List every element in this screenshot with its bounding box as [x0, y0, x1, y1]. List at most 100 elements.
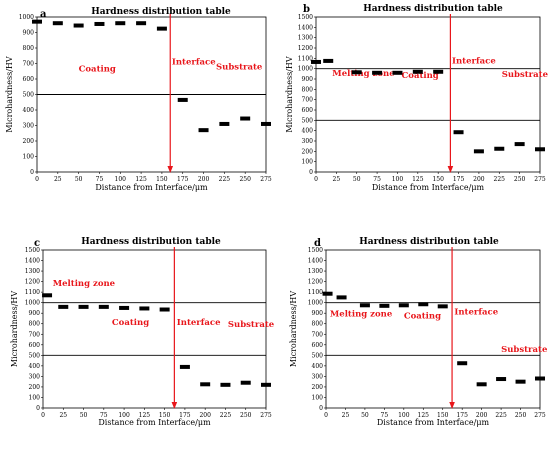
- y-tick-label: 800: [29, 321, 41, 328]
- x-tick-label: 275: [260, 176, 272, 183]
- y-tick-label: 1200: [25, 279, 40, 286]
- y-tick-label: 700: [29, 331, 41, 338]
- region-annotation: Coating: [79, 64, 116, 74]
- y-tick-label: 200: [23, 138, 35, 145]
- data-point: [476, 382, 487, 387]
- data-point: [496, 377, 507, 382]
- data-point: [177, 97, 188, 102]
- region-annotation: Substrate: [228, 320, 275, 330]
- data-point: [32, 19, 42, 24]
- panel-letter: d: [314, 238, 321, 249]
- y-tick-label: 500: [302, 117, 314, 124]
- data-point: [119, 305, 130, 310]
- y-axis-label: Microhardness/HV: [10, 291, 19, 368]
- data-point: [73, 23, 84, 28]
- x-tick-label: 225: [219, 176, 231, 183]
- data-point: [433, 69, 444, 74]
- data-point: [372, 70, 383, 75]
- data-point: [240, 380, 251, 385]
- y-tick-label: 200: [302, 148, 314, 155]
- x-tick-label: 175: [177, 176, 189, 183]
- y-tick-label: 500: [312, 352, 324, 359]
- x-tick-label: 175: [456, 412, 468, 419]
- x-tick-label: 0: [35, 176, 39, 183]
- data-point: [52, 21, 63, 26]
- x-tick-label: 275: [534, 176, 546, 183]
- region-annotation: Melting zone: [330, 309, 393, 319]
- x-tick-label: 25: [333, 176, 341, 183]
- x-tick-label: 50: [80, 412, 88, 419]
- x-tick-label: 150: [432, 176, 444, 183]
- x-tick-label: 100: [392, 176, 404, 183]
- y-tick-label: 1200: [298, 45, 313, 52]
- x-tick-label: 250: [239, 176, 251, 183]
- x-tick-label: 275: [260, 412, 272, 419]
- data-point: [351, 70, 362, 75]
- data-point: [359, 303, 370, 308]
- data-point: [94, 21, 105, 26]
- y-tick-label: 0: [319, 405, 323, 412]
- y-tick-label: 800: [302, 86, 314, 93]
- data-point: [159, 307, 170, 312]
- x-tick-label: 75: [96, 176, 104, 183]
- region-annotation: Interface: [452, 57, 496, 67]
- y-tick-label: 900: [29, 310, 41, 317]
- region-annotation: Interface: [177, 318, 221, 328]
- y-tick-label: 800: [23, 45, 35, 52]
- x-tick-label: 275: [534, 412, 546, 419]
- data-point: [98, 304, 109, 309]
- y-tick-label: 900: [302, 76, 314, 83]
- plot-frame: [325, 249, 541, 409]
- region-annotation: Substrate: [216, 63, 263, 73]
- y-tick-label: 300: [29, 373, 41, 380]
- y-tick-label: 300: [23, 123, 35, 130]
- y-tick-label: 900: [312, 310, 324, 317]
- y-tick-label: 1300: [308, 268, 323, 275]
- data-point: [240, 116, 251, 121]
- y-tick-label: 400: [312, 363, 324, 370]
- panel-letter: c: [34, 238, 40, 249]
- interface-arrow-head: [447, 166, 454, 173]
- x-tick-label: 75: [381, 412, 389, 419]
- data-point: [535, 147, 545, 152]
- region-annotation: Coating: [112, 318, 149, 328]
- data-point: [494, 146, 505, 151]
- y-tick-label: 1100: [298, 55, 313, 62]
- x-tick-label: 25: [59, 412, 67, 419]
- region-annotation: Substrate: [502, 70, 549, 80]
- x-tick-label: 150: [156, 176, 168, 183]
- y-tick-label: 700: [302, 97, 314, 104]
- data-point: [219, 121, 230, 126]
- region-annotation: Coating: [404, 311, 441, 321]
- interface-arrow-head: [449, 402, 455, 409]
- data-point: [336, 295, 347, 300]
- y-tick-label: 1000: [25, 300, 40, 307]
- plot-frame: [315, 16, 541, 173]
- data-point: [78, 304, 89, 309]
- x-tick-label: 100: [398, 412, 410, 419]
- x-tick-label: 50: [361, 412, 369, 419]
- interface-arrow-head: [171, 402, 178, 409]
- data-point: [156, 26, 167, 31]
- x-tick-label: 0: [41, 412, 45, 419]
- x-tick-label: 225: [220, 412, 232, 419]
- x-axis-label: Distance from Interface/μm: [98, 418, 211, 427]
- y-axis-label: Microhardness/HV: [285, 56, 294, 133]
- y-tick-label: 0: [30, 169, 34, 176]
- data-point: [515, 379, 526, 384]
- x-tick-label: 125: [412, 176, 424, 183]
- data-point: [379, 303, 390, 308]
- y-tick-label: 1300: [25, 268, 40, 275]
- y-tick-label: 1500: [25, 247, 40, 254]
- region-annotation: Interface: [172, 57, 216, 67]
- region-annotation: Coating: [402, 71, 439, 81]
- data-point: [198, 128, 209, 133]
- y-tick-label: 0: [36, 405, 40, 412]
- y-tick-label: 100: [23, 154, 35, 161]
- x-tick-label: 125: [139, 412, 151, 419]
- data-point: [437, 304, 448, 309]
- x-tick-label: 150: [159, 412, 171, 419]
- chart-title: Hardness distribution table: [359, 237, 499, 247]
- x-tick-label: 225: [495, 412, 507, 419]
- data-point: [42, 293, 53, 298]
